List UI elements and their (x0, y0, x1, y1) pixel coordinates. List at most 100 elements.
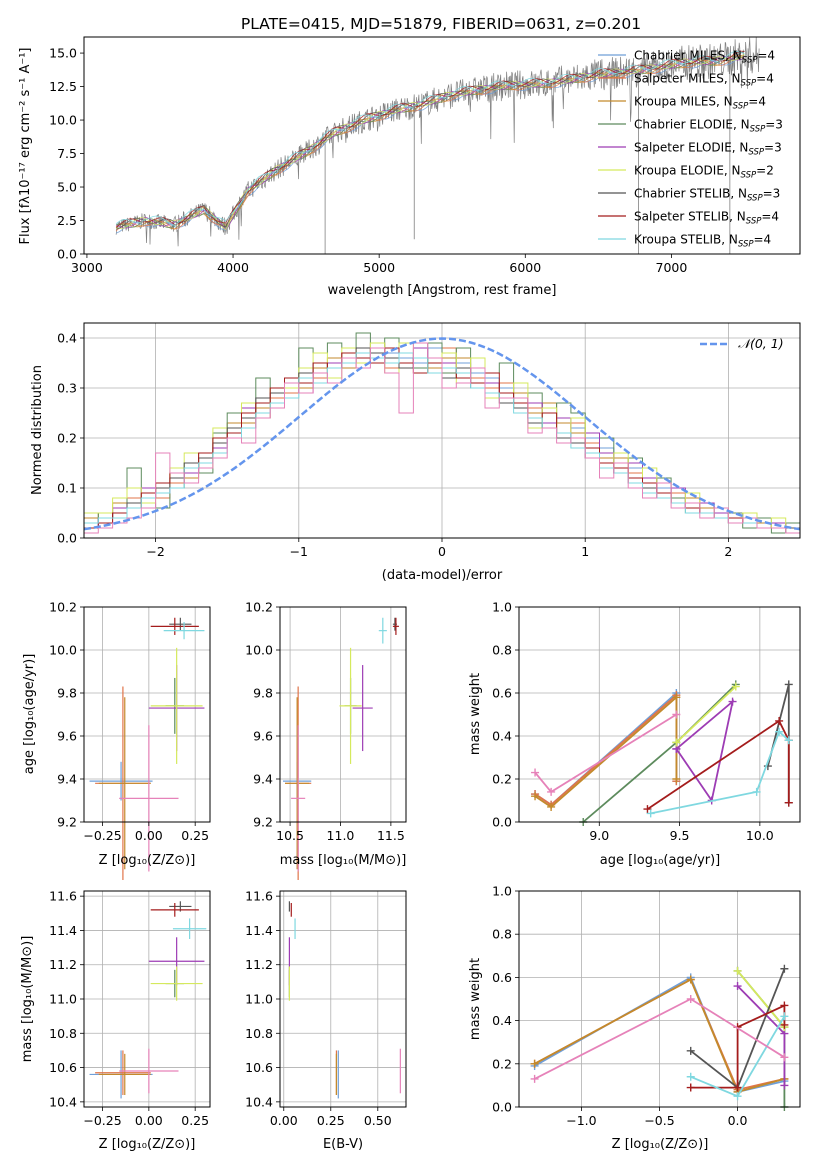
age-vs-mass-panel: 10.5 11.0 11.5 9.2 9.4 9.6 9.8 10.0 10.2 (245, 600, 407, 881)
y-tick-label: 11.0 (49, 992, 77, 1007)
legend-suffix: =4 (756, 72, 774, 86)
x-tick-label: 10.0 (746, 828, 774, 843)
y-tick-label: 9.6 (57, 729, 77, 744)
mass-weight-vs-age-frame (518, 606, 801, 823)
histogram-pink (83, 342, 801, 538)
legend-sub: SSP (750, 125, 766, 135)
y-tick-label: 0.3 (57, 381, 77, 396)
residuals-x-label: (data-model)/error (382, 568, 503, 583)
legend-sub: SSP (741, 171, 757, 181)
mass-weight-marker-kroupa_elodie (672, 738, 681, 747)
y-tick-label: 5.0 (57, 180, 77, 195)
residuals-panel: −2 −1 0 1 2 0.0 0.1 0.2 0.3 0.4 𝒩(0, 1) (57, 322, 801, 559)
y-tick-label: 0.0 (492, 1100, 512, 1115)
y-tick-label: 10.0 (245, 643, 273, 658)
legend-sub: SSP (747, 194, 763, 204)
spectrum-x-label: wavelength [Angstrom, rest frame] (328, 283, 557, 298)
legend-sub: SSP (738, 240, 754, 250)
y-tick-label: 10.2 (49, 600, 77, 615)
legend-sub: SSP (733, 102, 749, 112)
legend-suffix: =2 (756, 164, 774, 178)
x-tick-label: 9.0 (589, 828, 609, 843)
legend-text: Salpeter ELODIE, N (634, 141, 748, 155)
spectrum-title: PLATE=0415, MJD=51879, FIBERID=0631, z=0… (241, 15, 641, 33)
legend-suffix: =4 (754, 233, 772, 247)
y-tick-label: 9.8 (57, 686, 77, 701)
normal-curve (83, 337, 801, 531)
y-tick-label: 9.2 (253, 815, 273, 830)
observed-spectrum (115, 37, 760, 247)
legend-label-kroupa_stelib: Kroupa STELIB, NSSP=4 (634, 233, 771, 250)
mass-weight-marker-kroupa_miles (686, 975, 695, 984)
mass-weight-marker-kroupa_miles (531, 792, 540, 801)
legend-label-kroupa_miles: Kroupa MILES, NSSP=4 (634, 95, 766, 112)
mass-vs-z-x-label: Z [log₁₀(Z/Z⊙)] (99, 1137, 196, 1152)
y-tick-label: 0.4 (492, 1013, 512, 1028)
mass-weight-marker-kroupa_miles (672, 693, 681, 702)
mass-weight-marker-salpeter_elodie (780, 1081, 789, 1090)
x-tick-label: −0.25 (83, 1113, 121, 1128)
mass-weight-marker-salpeter_stelib (643, 805, 652, 814)
legend-sub: SSP (748, 148, 764, 158)
mass-weight-marker-salpeter_stelib (780, 1020, 789, 1029)
age-vs-mass-frame (279, 606, 407, 823)
y-tick-label: 9.8 (253, 686, 273, 701)
age-vs-z-y-label: age [log₁₀(age/yr)] (22, 654, 37, 775)
age-vs-z-frame (83, 606, 211, 823)
x-tick-label: −1.0 (566, 1113, 596, 1128)
y-tick-label: 10.8 (245, 1026, 273, 1041)
y-tick-label: 10.6 (49, 1060, 77, 1075)
x-tick-label: 2 (724, 544, 732, 559)
legend-label-salpeter_stelib: Salpeter STELIB, NSSP=4 (634, 210, 779, 227)
mass-weight-marker-salpeter_elodie (733, 982, 742, 991)
normal-legend-label: 𝒩(0, 1) (738, 336, 784, 351)
mass-weight-line-kroupa_miles (534, 978, 785, 1093)
y-tick-label: 11.2 (49, 957, 77, 972)
mass-weight-marker-salpeter_stelib (780, 1001, 789, 1010)
mass-weight-vs-age-panel: 9.0 9.5 10.0 0.0 0.2 0.4 0.6 0.8 1.0 (492, 600, 801, 843)
legend-text: Salpeter MILES, N (634, 72, 741, 86)
mass-weight-marker-pink (547, 787, 556, 796)
y-tick-label: 0.8 (492, 643, 512, 658)
x-tick-label: 11.5 (377, 828, 405, 843)
legend-label-chabrier_elodie: Chabrier ELODIE, NSSP=3 (634, 118, 783, 135)
y-tick-label: 0.6 (492, 970, 512, 985)
mass-weight-marker-kroupa_stelib (646, 809, 655, 818)
y-tick-label: 0.6 (492, 686, 512, 701)
mass-weight-line-kroupa_stelib (650, 730, 790, 815)
y-tick-label: 11.6 (49, 889, 77, 904)
mass-weight-marker-pink (672, 710, 681, 719)
mass-weight-line-kroupa_elodie (675, 685, 737, 744)
y-tick-label: 11.2 (245, 957, 273, 972)
y-tick-label: 0.4 (492, 729, 512, 744)
legend-text: Kroupa STELIB, N (634, 233, 738, 247)
mass-weight-vs-age-x-label: age [log₁₀(age/yr)] (600, 853, 721, 868)
mass-weight-marker-kroupa_stelib (784, 736, 793, 745)
mass-weight-marker-chabrier_stelib (686, 1046, 695, 1055)
mass-weight-marker-kroupa_stelib (752, 787, 761, 796)
mass-weight-marker-kroupa_stelib (686, 1072, 695, 1081)
mass-weight-line-pink (534, 713, 677, 794)
x-tick-label: 11.0 (327, 828, 355, 843)
y-tick-label: 0.2 (57, 431, 77, 446)
age-vs-z-x-label: Z [log₁₀(Z/Z⊙)] (99, 853, 196, 868)
y-tick-label: 0.2 (492, 772, 512, 787)
x-tick-label: 9.5 (670, 828, 690, 843)
x-tick-label: 0.00 (135, 828, 163, 843)
x-tick-label: 5000 (363, 260, 395, 275)
x-tick-label: 0.25 (181, 1113, 209, 1128)
mass-weight-marker-salpeter_stelib (775, 716, 784, 725)
y-tick-label: 0.8 (492, 927, 512, 942)
mass-vs-z-panel: −0.25 0.00 0.25 10.4 10.6 10.8 11.0 11.2 11.4 11.… (49, 889, 211, 1128)
legend-sub: SSP (746, 217, 762, 227)
y-tick-label: 10.4 (49, 1094, 77, 1109)
mass-weight-line-salpeter_elodie (675, 699, 735, 803)
mass-weight-vs-z-y-label: mass weight (468, 958, 483, 1040)
mass-weight-marker-kroupa_stelib (780, 1012, 789, 1021)
x-tick-label: 3000 (71, 260, 103, 275)
y-tick-label: 0.2 (492, 1056, 512, 1071)
mass-weight-marker-pink (686, 995, 695, 1003)
y-tick-label: 11.0 (245, 992, 273, 1007)
